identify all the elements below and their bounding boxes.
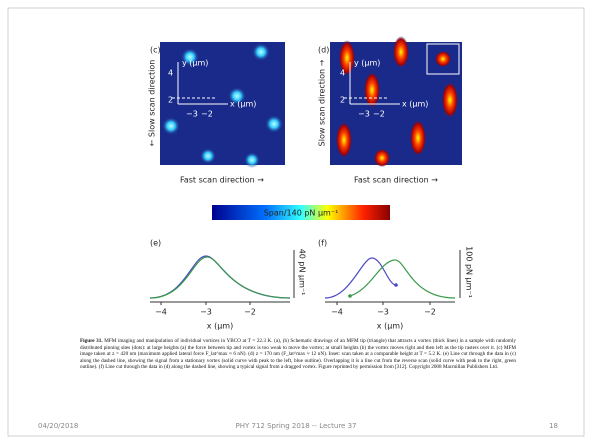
tick-label: −2 — [201, 110, 213, 119]
caption: Figure 31. MFM imaging and manipulation … — [80, 338, 516, 371]
scan-label: Slow scan direction → — [318, 59, 327, 146]
scale-bar-label: 100 pN μm⁻¹ — [465, 246, 474, 298]
tick-label: 4 — [340, 69, 345, 78]
footer-page: 18 — [549, 422, 558, 430]
caption-text: MFM imaging and manipulation of individu… — [80, 338, 516, 370]
line-cuts — [325, 258, 455, 298]
tick-label: −2 — [424, 308, 436, 317]
scan-label: Fast scan direction → — [354, 176, 438, 185]
inset-vortex — [435, 51, 451, 67]
axis-label: y (μm) — [354, 59, 380, 68]
tick-label: 4 — [168, 69, 173, 78]
tick-label: −4 — [331, 308, 343, 317]
panel-label: (d) — [318, 46, 329, 55]
tick-label: −2 — [244, 308, 256, 317]
tick-label: −3 — [358, 110, 370, 119]
tick-label: −3 — [377, 308, 389, 317]
tick-label: −2 — [373, 110, 385, 119]
scan-label: ← Slow scan direction — [148, 60, 157, 147]
tick-label: 2 — [168, 96, 173, 105]
panel-label: (e) — [150, 239, 161, 248]
scale-bar-label: 40 pN μm⁻¹ — [298, 249, 307, 296]
slide: (c) y (μm) 4 2 −3 −2 x (μm) ← Slow scan … — [0, 0, 592, 444]
tick-label: −3 — [200, 308, 212, 317]
panel-label: (f) — [318, 239, 327, 248]
slide-border — [8, 8, 584, 436]
axis-label: x (μm) — [230, 100, 256, 109]
axis-label: x (μm) — [402, 100, 428, 109]
panel-label: (c) — [150, 46, 161, 55]
tick-label: −3 — [186, 110, 198, 119]
caption-label: Figure 31. — [80, 338, 103, 344]
scan-label: Fast scan direction → — [180, 176, 264, 185]
figure: (c) y (μm) 4 2 −3 −2 x (μm) ← Slow scan … — [0, 0, 592, 444]
colorbar-label: Span/140 pN μm⁻¹ — [264, 209, 339, 218]
axis-label: y (μm) — [182, 59, 208, 68]
line-cuts — [150, 256, 290, 298]
axis-label: x (μm) — [207, 322, 233, 331]
footer-date: 04/20/2018 — [38, 422, 78, 430]
tick-label: −4 — [155, 308, 167, 317]
tick-label: 2 — [340, 96, 345, 105]
axis-label: x (μm) — [377, 322, 403, 331]
footer-title: PHY 712 Spring 2018 -- Lecture 37 — [236, 422, 357, 430]
